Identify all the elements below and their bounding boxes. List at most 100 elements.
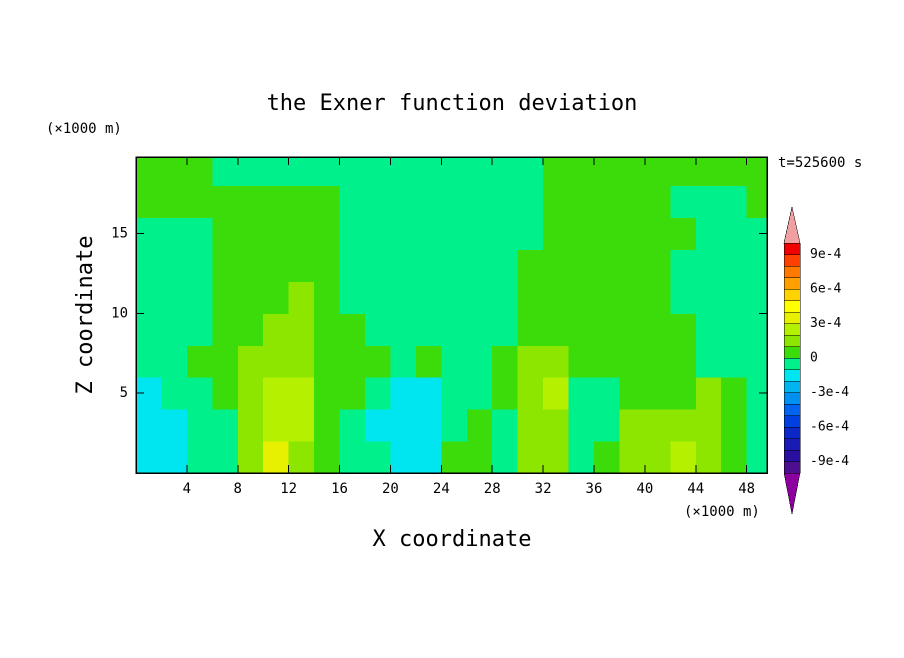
contour-cell <box>670 377 697 410</box>
contour-cell <box>517 249 544 282</box>
colorbar-label: -3e-4 <box>810 385 849 400</box>
contour-cell <box>593 409 620 442</box>
plot-frame <box>135 156 768 474</box>
contour-cell <box>136 281 162 314</box>
contour-cell <box>670 217 697 251</box>
contour-cell <box>186 409 213 442</box>
y-tick-label: 5 <box>120 385 128 401</box>
contour-cell <box>288 157 315 187</box>
colorbar-label: 3e-4 <box>810 316 841 331</box>
contour-cell <box>186 441 213 474</box>
contour-cell <box>543 185 570 219</box>
contour-cell <box>314 345 341 378</box>
contour-cell <box>721 217 748 251</box>
contour-cell <box>466 281 493 314</box>
contour-cell <box>568 157 595 187</box>
contour-cell <box>543 157 570 187</box>
contour-cell <box>415 157 442 187</box>
contour-cell <box>543 377 570 410</box>
contour-cell <box>466 345 493 378</box>
y-axis-label: Z coordinate <box>73 236 98 395</box>
y-tick-label: 15 <box>111 226 128 242</box>
contour-cell <box>568 441 595 474</box>
contour-cell <box>644 281 671 314</box>
contour-cell <box>695 377 722 410</box>
colorbar-box <box>783 277 801 290</box>
contour-cell <box>263 441 290 474</box>
contour-cell <box>288 249 315 282</box>
x-tick-label: 48 <box>738 481 755 497</box>
contour-cell <box>644 409 671 442</box>
contour-cell <box>136 185 162 219</box>
contour-cell <box>568 377 595 410</box>
contour-cell <box>746 157 768 187</box>
contour-cell <box>619 281 646 314</box>
y-tick-label: 10 <box>111 305 128 321</box>
contour-cell <box>517 377 544 410</box>
contour-cell <box>364 441 391 474</box>
contour-cell <box>237 441 264 474</box>
contour-cell <box>339 281 366 314</box>
contour-cell <box>593 377 620 410</box>
contour-cell <box>237 377 264 410</box>
contour-cell <box>466 249 493 282</box>
colorbar-box <box>783 461 801 474</box>
contour-cell <box>237 345 264 378</box>
contour-cell <box>441 281 468 314</box>
contour-cell <box>314 409 341 442</box>
contour-cell <box>568 217 595 251</box>
contour-cell <box>263 377 290 410</box>
contour-cell <box>466 313 493 346</box>
contour-cell <box>186 157 213 187</box>
contour-cell <box>415 441 442 474</box>
colorbar-under <box>783 472 801 515</box>
contour-cell <box>237 409 264 442</box>
contour-cell <box>136 313 162 346</box>
contour-cell <box>390 441 417 474</box>
contour-cell <box>314 441 341 474</box>
contour-cell <box>721 313 748 346</box>
contour-cell <box>568 185 595 219</box>
contour-cell <box>390 377 417 410</box>
contour-cell <box>746 281 768 314</box>
contour-cell <box>695 409 722 442</box>
contour-cell <box>721 409 748 442</box>
x-tick-label: 4 <box>183 481 191 497</box>
contour-cell <box>721 249 748 282</box>
contour-cell <box>593 345 620 378</box>
contour-cell <box>441 217 468 251</box>
contour-cell <box>619 157 646 187</box>
contour-cell <box>212 313 239 346</box>
contour-cell <box>670 313 697 346</box>
contour-cell <box>364 281 391 314</box>
contour-cell <box>695 249 722 282</box>
contour-cell <box>314 377 341 410</box>
contour-cell <box>644 185 671 219</box>
contour-cell <box>288 185 315 219</box>
contour-cell <box>746 185 768 219</box>
contour-cell <box>237 313 264 346</box>
contour-cell <box>263 313 290 346</box>
contour-cell <box>136 409 162 442</box>
contour-cell <box>263 157 290 187</box>
contour-cell <box>339 157 366 187</box>
contour-cell <box>186 345 213 378</box>
contour-cell <box>695 185 722 219</box>
contour-cell <box>695 217 722 251</box>
contour-cell <box>415 217 442 251</box>
contour-cell <box>593 281 620 314</box>
contour-cell <box>492 409 519 442</box>
contour-cell <box>186 281 213 314</box>
contour-cell <box>721 377 748 410</box>
contour-cell <box>746 313 768 346</box>
contour-cell <box>390 249 417 282</box>
contour-cell <box>288 217 315 251</box>
contour-cell <box>466 185 493 219</box>
contour-cell <box>212 217 239 251</box>
contour-cell <box>492 377 519 410</box>
contour-cell <box>492 185 519 219</box>
contour-cell <box>593 157 620 187</box>
contour-cell <box>263 281 290 314</box>
contour-cell <box>288 409 315 442</box>
contour-cell <box>568 281 595 314</box>
